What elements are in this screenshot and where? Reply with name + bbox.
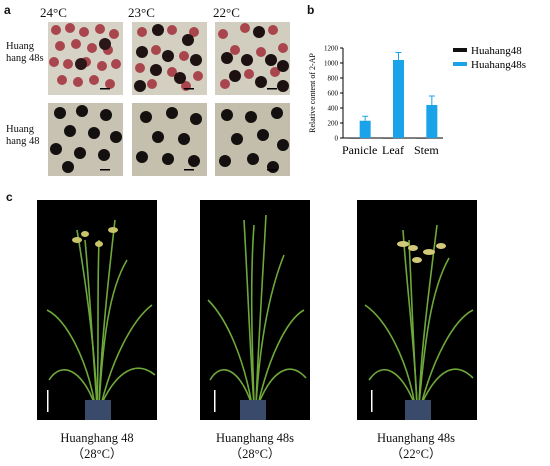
pollen-image-48s-23c <box>132 22 207 95</box>
panel-a-label: a <box>4 3 11 17</box>
row-label-huanghang-48: Huang hang 48 <box>6 124 40 148</box>
bar-huahang48-leaf <box>382 137 393 139</box>
row-label-line: Huang <box>6 41 34 52</box>
bar-huahang48s-stem <box>426 105 438 138</box>
pollen-image-48-22c <box>215 103 290 176</box>
panel-c-label: c <box>6 190 13 204</box>
row-label-huanghang-48s: Huang hang 48s <box>6 41 44 65</box>
legend-swatch-huahang48 <box>453 48 467 52</box>
caption-temperature: （28°C） <box>229 447 281 461</box>
legend-swatch-huahang48s <box>453 62 467 66</box>
plant-photo-huanghang-48s-28c <box>200 200 310 420</box>
pollen-image-48s-24c <box>48 22 123 95</box>
y-tick-label: 400 <box>328 105 339 113</box>
caption-name: Huanghang 48 <box>60 431 134 445</box>
pollen-image-48s-22c <box>215 22 290 95</box>
row-label-line: hang 48s <box>6 53 44 64</box>
y-tick-label: 200 <box>328 120 339 128</box>
bar-huahang48s-leaf <box>393 60 404 138</box>
x-category-label: Leaf <box>382 143 404 157</box>
bar-chart: 0 200 400 600 800 1000 1200 Relative content of… <box>308 45 526 158</box>
bar-huahang48-panicle <box>348 137 360 139</box>
caption-huanghang-48s-22c: Huanghang 48s （22°C） <box>341 430 491 462</box>
bar-huahang48-stem <box>415 137 427 139</box>
y-tick-label: 800 <box>328 75 339 83</box>
temperature-label-24: 24°C <box>40 5 67 20</box>
y-tick-label: 1000 <box>324 60 339 68</box>
caption-temperature: （28°C） <box>71 447 123 461</box>
temperature-label-22: 22°C <box>213 5 240 20</box>
caption-name: Huanghang 48s <box>376 431 456 445</box>
legend-label-huahang48: Huahang48 <box>471 45 522 57</box>
plant-photo-huanghang-48-28c <box>37 200 157 420</box>
caption-huanghang-48s-28c: Huanghang 48s （28°C） <box>180 430 330 462</box>
row-label-line: Huang <box>6 124 34 135</box>
legend-label-huahang48s: Huahang48s <box>471 59 526 71</box>
bar-huahang48s-panicle <box>359 120 371 138</box>
y-tick-label: 1200 <box>324 45 339 53</box>
y-tick-label: 600 <box>328 90 339 98</box>
y-tick-label: 0 <box>335 135 339 143</box>
pollen-image-48-24c <box>48 103 123 176</box>
caption-temperature: （22°C） <box>390 447 442 461</box>
x-category-label: Panicle <box>342 143 377 157</box>
plant-photo-huanghang-48s-22c <box>357 200 477 420</box>
caption-huanghang-48-28c: Huanghang 48 （28°C） <box>22 430 172 462</box>
x-category-label: Stem <box>414 143 439 157</box>
row-label-line: hang 48 <box>6 136 40 147</box>
y-axis-label: Relative content of 2-AP <box>308 53 317 133</box>
panel-b-label: b <box>307 3 315 17</box>
temperature-label-23: 23°C <box>128 5 155 20</box>
pollen-image-48-23c <box>132 103 207 176</box>
caption-name: Huanghang 48s <box>215 431 295 445</box>
